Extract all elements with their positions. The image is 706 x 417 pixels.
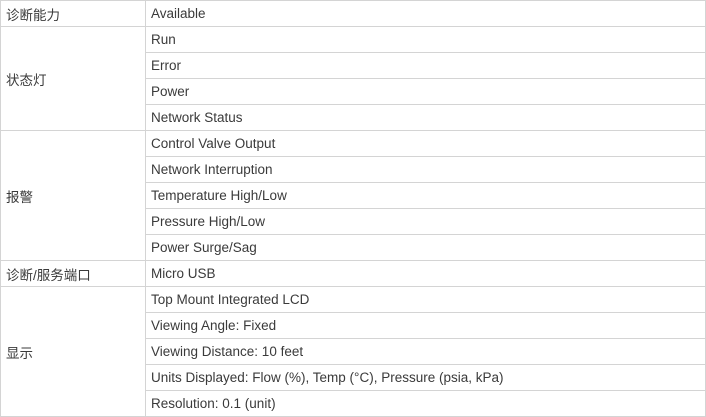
- table-row: Network Interruption: [1, 156, 706, 183]
- table-row: Power: [1, 78, 706, 105]
- spec-label-display: 显示: [0, 286, 146, 417]
- spec-value: Power: [145, 78, 706, 105]
- spec-value: Control Valve Output: [145, 130, 706, 157]
- table-row: 诊断/服务端口 Micro USB: [0, 260, 706, 287]
- table-row: Power Surge/Sag: [1, 234, 706, 261]
- spec-value: Units Displayed: Flow (%), Temp (°C), Pr…: [145, 364, 706, 391]
- spec-label-diagnostic-capability: 诊断能力: [0, 0, 146, 27]
- spec-value: Power Surge/Sag: [145, 234, 706, 261]
- spec-value: Network Status: [145, 104, 706, 131]
- table-row: Viewing Distance: 10 feet: [1, 338, 706, 365]
- table-row: Pressure High/Low: [1, 208, 706, 235]
- spec-value: Viewing Distance: 10 feet: [145, 338, 706, 365]
- table-row: 诊断能力 Available: [0, 0, 706, 27]
- table-row: 报警 Control Valve Output: [0, 130, 706, 261]
- table-row: Resolution: 0.1 (unit): [1, 390, 706, 417]
- spec-value: Micro USB: [145, 260, 706, 287]
- spec-label-status-lights: 状态灯: [0, 26, 146, 131]
- table-row: Units Displayed: Flow (%), Temp (°C), Pr…: [1, 364, 706, 391]
- spec-label-service-port: 诊断/服务端口: [0, 260, 146, 287]
- spec-value: Temperature High/Low: [145, 182, 706, 209]
- spec-label-alarms: 报警: [0, 130, 146, 261]
- table-row: 状态灯 Run: [0, 26, 706, 131]
- spec-value: Available: [145, 0, 706, 27]
- table-row: Viewing Angle: Fixed: [1, 312, 706, 339]
- spec-value: Network Interruption: [145, 156, 706, 183]
- table-row: 显示 Top Mount Integrated LCD: [0, 286, 706, 417]
- spec-value: Pressure High/Low: [145, 208, 706, 235]
- spec-value: Run: [145, 26, 706, 53]
- spec-value: Resolution: 0.1 (unit): [145, 390, 706, 417]
- spec-value: Viewing Angle: Fixed: [145, 312, 706, 339]
- spec-value: Error: [145, 52, 706, 79]
- spec-value: Top Mount Integrated LCD: [145, 286, 706, 313]
